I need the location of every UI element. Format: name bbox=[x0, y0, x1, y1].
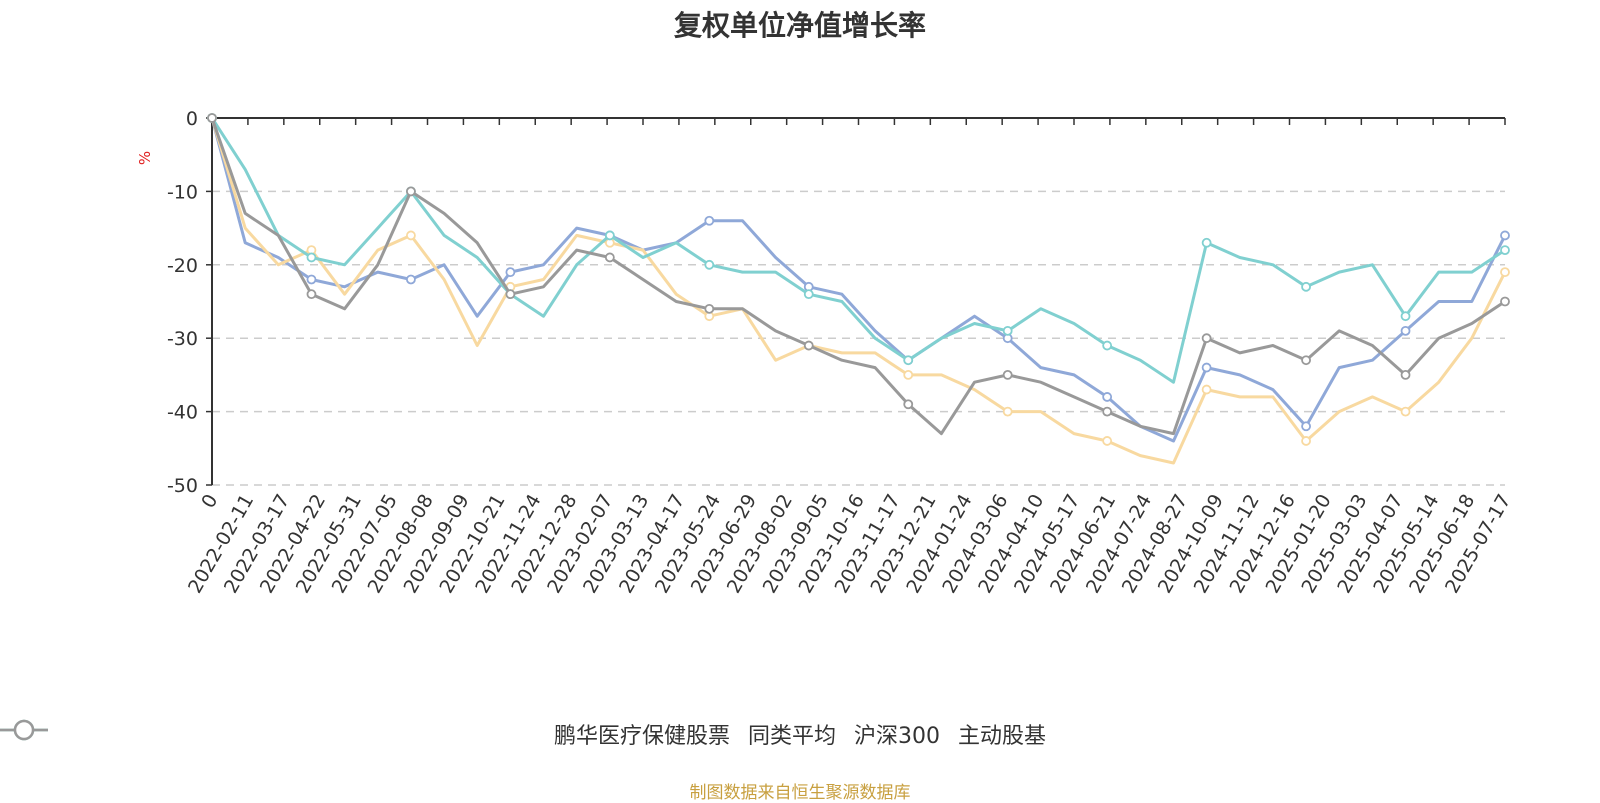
legend-label: 鹏华医疗保健股票 bbox=[553, 724, 730, 749]
series-point-3 bbox=[704, 259, 715, 270]
series-point-4 bbox=[1400, 369, 1411, 380]
series-point-3 bbox=[306, 252, 317, 263]
series-point-3 bbox=[1201, 237, 1212, 248]
series-point-3 bbox=[803, 289, 814, 300]
series-point-4 bbox=[803, 340, 814, 351]
series-line-3 bbox=[210, 117, 1506, 384]
y-tick-label: -30 bbox=[167, 328, 198, 350]
legend-item-3[interactable]: 沪深300 bbox=[0, 718, 940, 750]
legend-item-1[interactable]: 鹏华医疗保健股票 bbox=[0, 718, 730, 750]
series-point-4 bbox=[406, 186, 416, 197]
legend-label: 主动股基 bbox=[958, 724, 1047, 749]
series-line-1 bbox=[210, 117, 1507, 443]
series-point-1 bbox=[1500, 230, 1510, 241]
legend-marker-icon bbox=[0, 719, 48, 741]
legend-item-4[interactable]: 主动股基 bbox=[0, 718, 1047, 750]
y-tick-label: -10 bbox=[167, 181, 198, 203]
series-point-4 bbox=[1002, 369, 1013, 380]
series-point-3 bbox=[1102, 340, 1113, 351]
line-chart: %0-10-20-30-40-5002022-02-112022-03-1720… bbox=[136, 108, 1515, 597]
series-point-2 bbox=[1301, 436, 1311, 446]
series-line-4 bbox=[210, 117, 1506, 436]
series-point-4 bbox=[1301, 355, 1311, 366]
series-point-3 bbox=[1500, 245, 1510, 256]
series-point-1 bbox=[406, 274, 416, 285]
series-point-1 bbox=[1201, 362, 1212, 373]
legend-label: 沪深300 bbox=[854, 724, 940, 749]
series-point-1 bbox=[1400, 325, 1411, 336]
legend-item-2[interactable]: 同类平均 bbox=[0, 718, 836, 750]
series-point-1 bbox=[1102, 392, 1113, 402]
series-point-4 bbox=[505, 289, 516, 300]
series-point-4 bbox=[704, 303, 715, 314]
series-point-1 bbox=[505, 267, 516, 278]
series-point-4 bbox=[604, 252, 615, 263]
chart-title: 复权单位净值增长率 bbox=[673, 9, 926, 42]
series-point-3 bbox=[1002, 325, 1013, 336]
y-axis-unit-label: % bbox=[136, 151, 154, 165]
y-tick-label: -20 bbox=[167, 255, 198, 277]
series-line-2 bbox=[210, 117, 1507, 465]
series-point-4 bbox=[1201, 333, 1212, 344]
series-point-1 bbox=[704, 215, 715, 226]
series-point-3 bbox=[903, 355, 914, 366]
series-point-4 bbox=[306, 289, 317, 300]
series-point-2 bbox=[903, 369, 914, 380]
series-point-2 bbox=[1002, 406, 1013, 417]
y-tick-label: 0 bbox=[186, 108, 198, 130]
series-point-4 bbox=[903, 399, 914, 410]
series-point-2 bbox=[1500, 267, 1510, 278]
series-point-1 bbox=[306, 274, 317, 285]
x-tick-label: 0 bbox=[197, 491, 222, 512]
chart-legend: 鹏华医疗保健股票 同类平均 沪深300 主动股基 bbox=[0, 718, 1600, 750]
y-tick-label: -50 bbox=[167, 475, 198, 497]
series-point-3 bbox=[604, 230, 615, 241]
series-point-4 bbox=[1500, 296, 1510, 307]
legend-label: 同类平均 bbox=[747, 724, 836, 749]
series-point-3 bbox=[1400, 311, 1411, 322]
data-source-note: 制图数据来自恒生聚源数据库 bbox=[689, 783, 911, 803]
y-tick-label: -40 bbox=[167, 402, 198, 424]
series-point-4 bbox=[207, 113, 217, 123]
series-point-2 bbox=[1201, 384, 1212, 395]
series-point-2 bbox=[1400, 406, 1411, 417]
series-point-2 bbox=[406, 230, 416, 241]
series-point-3 bbox=[1301, 281, 1311, 292]
series-point-1 bbox=[1301, 421, 1311, 432]
series-point-2 bbox=[1102, 436, 1113, 446]
series-point-4 bbox=[1102, 406, 1113, 417]
